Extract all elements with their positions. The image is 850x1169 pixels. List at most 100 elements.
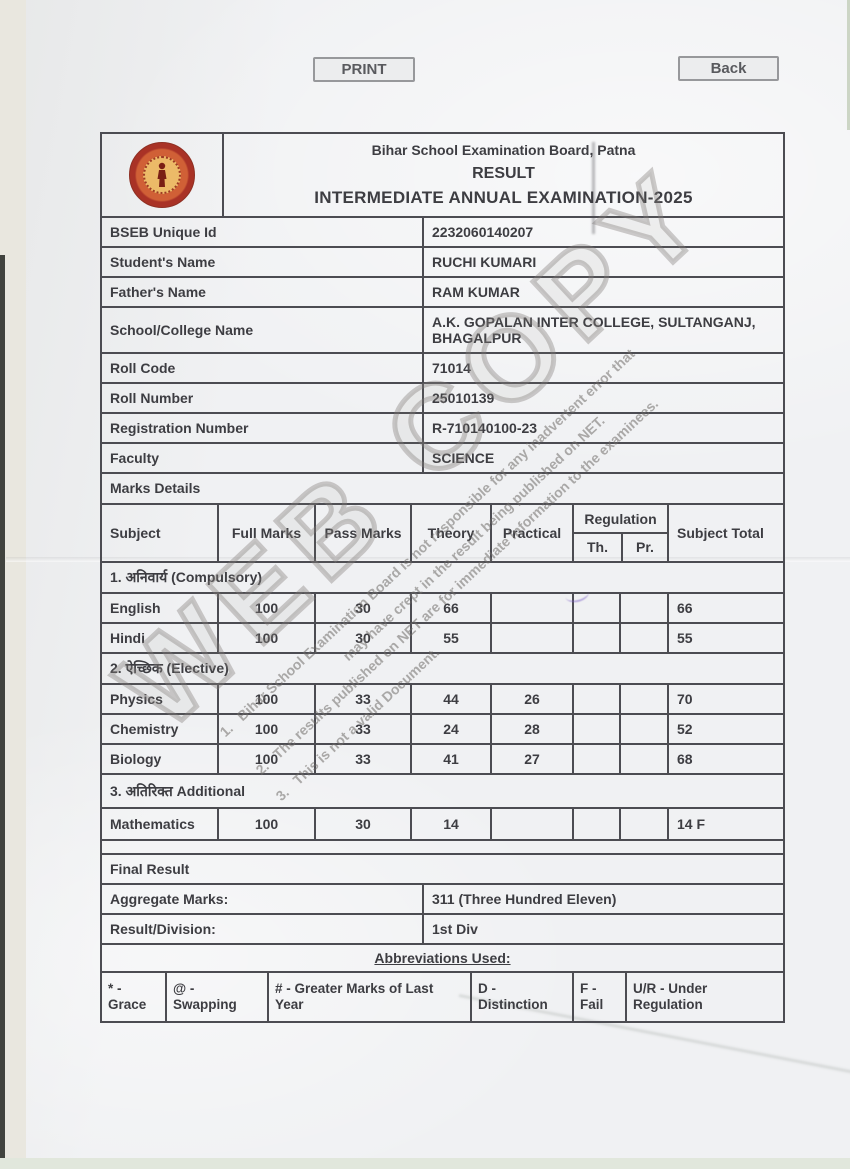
final-label: Result/Division: [110,920,216,937]
info-label: Student's Name [110,253,216,270]
section-elective-bar: 2. ऐच्छिक (Elective) [102,652,783,683]
info-row-faculty: Faculty SCIENCE [102,442,783,473]
subject-total-cell: 70 [667,685,701,714]
practical-cell: 26 [490,685,572,714]
abbreviations-row: * - Grace @ - Swapping # - Greater Marks… [102,971,783,1022]
practical-cell: 27 [490,745,572,774]
regulation-subcolumns: Th. Pr. [574,534,667,562]
final-result-bar: Final Result [102,853,783,883]
regulation-pr-cell [619,685,667,714]
regulation-th-cell [572,715,619,744]
info-label: Roll Number [110,389,194,406]
col-pass-marks: Pass Marks [314,505,410,562]
subject-total-cell: 52 [667,715,701,744]
regulation-th-cell [572,685,619,714]
abbreviations-title-row: Abbreviations Used: [102,943,783,971]
full-marks-cell: 100 [217,715,314,744]
theory-cell: 44 [410,685,490,714]
regulation-pr-cell [619,745,667,774]
final-value: 1st Div [422,915,783,944]
seal-figure-icon [157,162,167,188]
theory-cell: 14 [410,809,490,840]
full-marks-cell: 100 [217,594,314,623]
info-label: Registration Number [110,419,249,436]
regulation-th-cell [572,594,619,623]
abbrev-fail: F - Fail [572,973,625,1022]
exam-title: INTERMEDIATE ANNUAL EXAMINATION-2025 [314,187,693,207]
full-marks-cell: 100 [217,624,314,653]
subject-total-cell: 66 [667,594,701,623]
info-row-father-name: Father's Name RAM KUMAR [102,276,783,307]
pass-marks-cell: 33 [314,685,410,714]
practical-cell [490,594,572,623]
document-title-block: Bihar School Examination Board, Patna RE… [222,134,783,217]
subject-total-cell: 55 [667,624,701,653]
pass-marks-cell: 33 [314,745,410,774]
back-button[interactable]: Back [678,56,779,81]
section-compulsory-bar: 1. अनिवार्य (Compulsory) [102,561,783,592]
marks-row-mathematics: Mathematics 100 30 14 14 F [102,807,783,840]
info-label: School/College Name [110,321,254,338]
marks-row-biology: Biology 100 33 41 27 68 [102,743,783,774]
practical-cell [490,624,572,653]
board-seal-center [143,156,181,195]
theory-cell: 24 [410,715,490,744]
regulation-pr-cell [619,624,667,653]
regulation-pr-cell [619,809,667,840]
abbrev-swapping: @ - Swapping [165,973,267,1022]
subject-cell: Chemistry [110,720,179,737]
info-row-roll-code: Roll Code 71014 [102,352,783,383]
subject-cell: Biology [110,750,162,767]
subject-cell: Mathematics [110,815,195,832]
col-th: Th. [587,539,608,556]
marks-row-english: English 100 30 66 66 [102,592,783,623]
aggregate-marks-row: Aggregate Marks: 311 (Three Hundred Elev… [102,883,783,914]
theory-cell: 66 [410,594,490,623]
regulation-th-cell [572,745,619,774]
practical-cell: 28 [490,715,572,744]
result-division-row: Result/Division: 1st Div [102,913,783,944]
print-button[interactable]: PRINT [313,57,415,82]
subject-cell: English [110,599,161,616]
section-additional-title: 3. अतिरिक्त Additional [110,782,246,799]
section-elective-title: 2. ऐच्छिक (Elective) [110,660,229,677]
final-value: 311 (Three Hundred Eleven) [422,885,783,914]
board-seal-icon [129,142,195,209]
full-marks-cell: 100 [217,685,314,714]
subject-total-cell: 14 F [667,809,713,840]
info-row-school-name: School/College Name A.K. GOPALAN INTER C… [102,306,783,353]
info-label: Faculty [110,449,160,466]
marks-row-hindi: Hindi 100 30 55 55 [102,622,783,653]
document-header-row: Bihar School Examination Board, Patna RE… [102,134,783,217]
marks-table-header: Subject Full Marks Pass Marks Theory Pra… [102,503,783,562]
info-value: SCIENCE [422,444,783,473]
col-full-marks: Full Marks [217,505,314,562]
full-marks-cell: 100 [217,745,314,774]
info-row-roll-number: Roll Number 25010139 [102,382,783,413]
info-value: RAM KUMAR [422,278,783,307]
info-label: BSEB Unique Id [110,223,217,240]
abbrev-greater-marks: # - Greater Marks of Last Year [267,973,470,1022]
marks-details-title: Marks Details [110,480,201,497]
final-label: Aggregate Marks: [110,890,229,907]
pass-marks-cell: 30 [314,809,410,840]
theory-cell: 55 [410,624,490,653]
col-pr: Pr. [621,534,667,562]
info-label: Father's Name [110,283,206,300]
board-logo [102,134,222,216]
info-label: Roll Code [110,359,176,376]
col-regulation-group: Regulation Th. Pr. [572,505,667,562]
col-subject-total: Subject Total [667,505,772,562]
marks-details-bar: Marks Details [102,472,783,503]
full-marks-cell: 100 [217,809,314,840]
regulation-pr-cell [619,594,667,623]
info-row-student-name: Student's Name RUCHI KUMARI [102,246,783,277]
col-regulation: Regulation [574,505,667,535]
scanner-left-edge [0,255,5,1169]
theory-cell: 41 [410,745,490,774]
info-row-bseb-unique-id: BSEB Unique Id 2232060140207 [102,216,783,247]
practical-cell [490,809,572,840]
info-value: A.K. GOPALAN INTER COLLEGE, SULTANGANJ, … [422,308,783,353]
board-name: Bihar School Examination Board, Patna [371,142,636,158]
